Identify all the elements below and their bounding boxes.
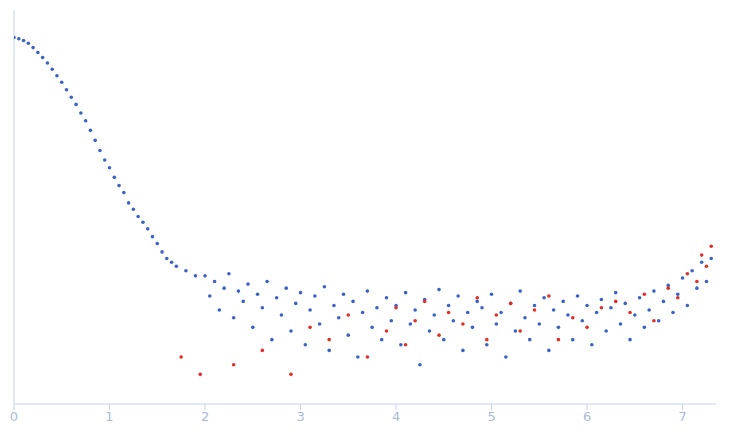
svg-text:6: 6 bbox=[583, 409, 591, 424]
svg-text:3: 3 bbox=[296, 409, 304, 424]
svg-text:1: 1 bbox=[105, 409, 113, 424]
svg-text:4: 4 bbox=[392, 409, 400, 424]
svg-text:2: 2 bbox=[201, 409, 209, 424]
svg-text:7: 7 bbox=[678, 409, 686, 424]
svg-text:5: 5 bbox=[487, 409, 495, 424]
svg-text:0: 0 bbox=[10, 409, 18, 424]
